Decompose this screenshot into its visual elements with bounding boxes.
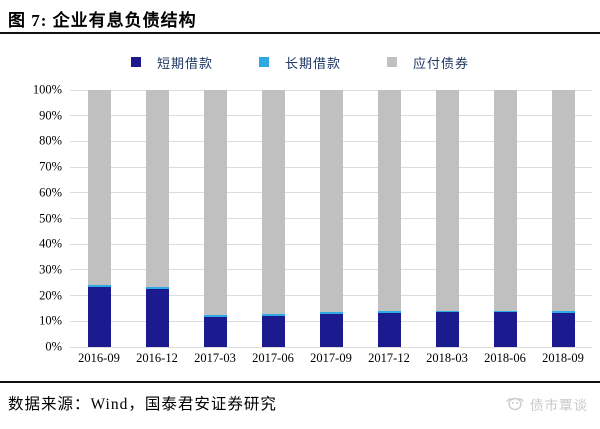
bar-segment (261, 316, 285, 347)
bar-slot (418, 90, 476, 347)
data-source-note: 数据来源：Wind，国泰君安证券研究 (8, 396, 277, 413)
bar-slot (70, 90, 128, 347)
y-axis-tick-label: 50% (39, 211, 62, 225)
x-axis-tick-label: 2016-09 (78, 351, 120, 365)
stacked-bar (551, 90, 575, 347)
legend-label: 短期借款 (156, 55, 213, 71)
bar-slot (476, 90, 534, 347)
bar-segment (493, 310, 517, 313)
bar-segment (435, 312, 459, 347)
x-axis-tick-label: 2017-06 (252, 351, 294, 365)
x-axis-tick-label: 2016-12 (136, 351, 178, 365)
legend-swatch-icon (258, 57, 269, 67)
bar-segment (377, 311, 401, 314)
x-axis-tick-label: 2018-06 (484, 351, 526, 365)
legend-label: 应付债券 (413, 55, 470, 71)
legend-label: 长期借款 (284, 55, 341, 71)
figure-title: 图 7: 企业有息负债结构 (8, 11, 197, 30)
plot-area (70, 89, 592, 348)
bar-segment (87, 284, 111, 287)
bar-slot (302, 90, 360, 347)
stacked-bar (435, 90, 459, 347)
y-axis-tick-label: 60% (39, 185, 62, 200)
gridline (70, 346, 592, 348)
bar-segment (145, 289, 169, 347)
bar-slot (128, 90, 186, 347)
stacked-bar (87, 90, 111, 347)
watermark: 债市覃谈 (505, 394, 588, 414)
bar-segment (319, 314, 343, 347)
bar-segment (493, 312, 517, 347)
y-axis-tick-label: 10% (39, 313, 62, 328)
stacked-bar (377, 90, 401, 347)
bar-segment (203, 90, 227, 315)
bar-segment (87, 90, 111, 285)
bar-segment (377, 90, 401, 312)
bar-segment (435, 310, 459, 313)
bar-slot (534, 90, 592, 347)
bar-segment (319, 312, 343, 315)
stacked-bar (145, 90, 169, 347)
y-axis-tick-label: 90% (39, 108, 62, 123)
y-axis-labels: 100% 90% 80% 70% 60% 50% 40% 30% 20% 10% 0% (0, 83, 62, 354)
y-axis-tick-label: 0% (45, 339, 62, 354)
bar-segment (435, 90, 459, 311)
bar-segment (551, 313, 575, 347)
x-axis-tick-label: 2017-12 (368, 351, 410, 365)
legend-swatch-icon (387, 57, 397, 67)
bar-segment (203, 314, 227, 317)
stacked-bar-chart: 100% 90% 80% 70% 60% 50% 40% 30% 20% 10% 0% (0, 83, 600, 354)
stacked-bar (261, 90, 285, 347)
y-axis-tick-label: 20% (39, 288, 62, 303)
bar-segment (319, 90, 343, 313)
watermark-text: 债市覃谈 (530, 398, 588, 413)
legend-item: 应付债券 (387, 53, 469, 72)
footer-divider (0, 381, 600, 383)
bar-segment (493, 90, 517, 311)
x-axis-labels: 2016-09 2016-12 2017-03 2017-06 2017-09 2017-… (70, 351, 592, 369)
bar-segment (87, 286, 111, 347)
bar-slot (186, 90, 244, 347)
bar-segment (145, 90, 169, 288)
bar-segment (261, 90, 285, 315)
bar-slot (360, 90, 418, 347)
bars-container (70, 90, 592, 347)
bar-segment (377, 313, 401, 347)
y-axis-tick-label: 100% (32, 82, 62, 97)
y-axis-tick-label: 40% (39, 236, 62, 251)
x-axis-tick-label: 2017-09 (310, 351, 352, 365)
chart-legend: 短期借款 长期借款 应付债券 (0, 52, 600, 72)
stacked-bar (319, 90, 343, 347)
x-axis-tick-label: 2018-03 (426, 351, 468, 365)
bar-segment (261, 314, 285, 317)
bar-segment (551, 311, 575, 314)
x-axis-tick-label: 2018-09 (542, 351, 584, 365)
legend-item: 短期借款 (130, 53, 213, 72)
bar-segment (145, 287, 169, 290)
stacked-bar (493, 90, 517, 347)
watermark-logo-icon (505, 396, 525, 412)
legend-swatch-icon (130, 57, 141, 67)
bar-segment (203, 316, 227, 347)
gridline (70, 89, 592, 91)
y-axis-tick-label: 30% (39, 262, 62, 277)
title-divider (0, 32, 600, 34)
y-axis-tick-label: 70% (39, 159, 62, 174)
bar-slot (244, 90, 302, 347)
stacked-bar (203, 90, 227, 347)
y-axis-tick-label: 80% (39, 133, 62, 148)
bar-segment (551, 90, 575, 312)
legend-item: 长期借款 (258, 53, 341, 72)
x-axis-tick-label: 2017-03 (194, 351, 236, 365)
